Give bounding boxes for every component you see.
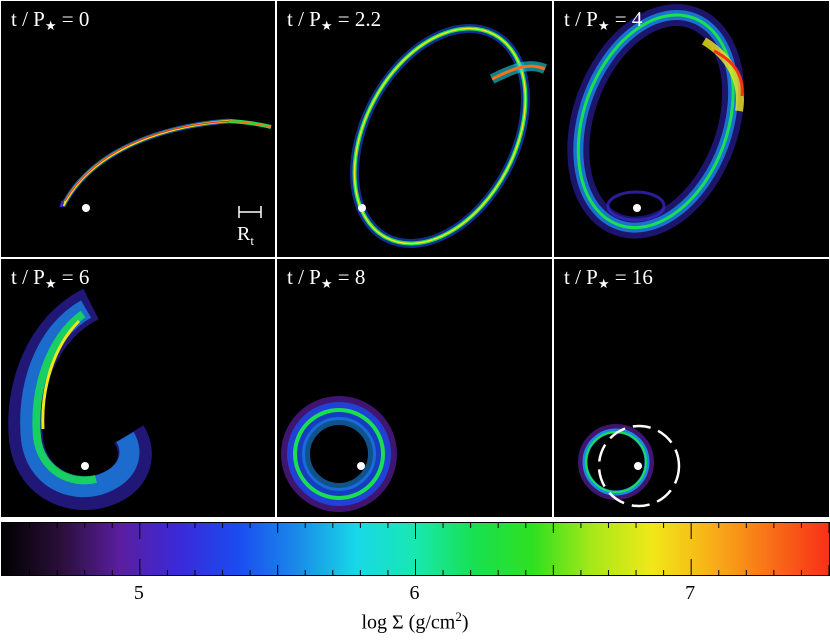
colorbar-tick-label: 6 <box>409 582 420 604</box>
panel-t0-label: t / P★ = 0 <box>11 7 90 33</box>
colorbar <box>1 522 830 576</box>
panel-t16: t / P★ = 16 <box>554 259 829 517</box>
circularization-radius-ring <box>597 424 681 508</box>
colorbar-tick-label: 7 <box>685 582 696 604</box>
panel-t0: t / P★ = 0 Rt <box>1 1 275 257</box>
panel-t16-label: t / P★ = 16 <box>564 265 653 291</box>
panel-t6: t / P★ = 6 <box>1 259 275 517</box>
colorbar-title: log Σ (g/cm2) <box>361 609 469 634</box>
panel-t16-plot <box>578 424 681 508</box>
panel-t4-label: t / P★ = 4 <box>564 7 643 33</box>
black-hole-marker <box>81 462 89 470</box>
black-hole-marker <box>358 204 366 212</box>
panel-t4-plot <box>567 4 745 239</box>
black-hole-marker <box>357 462 365 470</box>
panel-t6-plot <box>8 288 152 511</box>
panel-t4: t / P★ = 4 <box>554 1 829 257</box>
panel-t2-2-label: t / P★ = 2.2 <box>287 7 382 33</box>
scale-bar-label: Rt <box>237 223 254 248</box>
black-hole-marker <box>82 204 90 212</box>
panel-t8: t / P★ = 8 <box>277 259 552 517</box>
black-hole-marker <box>634 462 642 470</box>
black-hole-marker <box>633 204 641 212</box>
colorbar-tick-label: 5 <box>133 582 144 604</box>
colorbar-ticks <box>2 523 829 575</box>
panel-t6-label: t / P★ = 6 <box>11 265 90 291</box>
panel-t2-2: t / P★ = 2.2 <box>277 1 552 257</box>
scale-bar <box>238 206 262 218</box>
panel-t0-plot <box>59 118 272 218</box>
panel-t2-2-plot <box>350 24 548 248</box>
panel-t8-plot <box>281 396 397 512</box>
panel-t8-label: t / P★ = 8 <box>287 265 366 291</box>
snapshot-grid: t / P★ = 0 Rt t / P★ = 2.2 <box>0 0 830 518</box>
